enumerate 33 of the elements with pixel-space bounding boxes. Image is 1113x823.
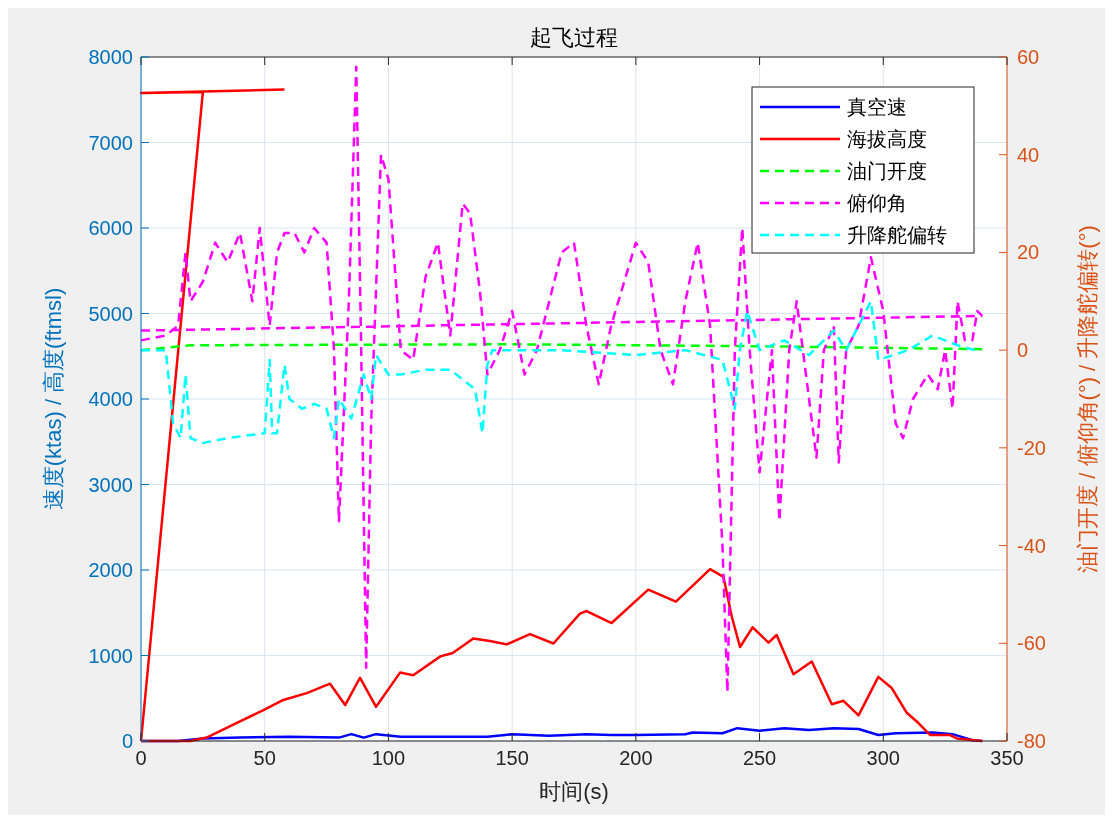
legend-label: 俯仰角 xyxy=(847,192,907,214)
y-tick-label: 1000 xyxy=(88,644,133,667)
y2-tick-label: 40 xyxy=(1017,143,1040,166)
x-tick-label: 200 xyxy=(619,747,653,769)
y-tick-label: 3000 xyxy=(88,473,133,496)
x-tick-label: 250 xyxy=(742,747,777,769)
y2-tick-label: 60 xyxy=(1017,46,1040,68)
y-tick-label: 2000 xyxy=(88,559,133,581)
y-tick-label: 8000 xyxy=(88,46,133,68)
y-tick-label: 6000 xyxy=(88,217,133,239)
chart-title: 起飞过程 xyxy=(530,25,618,50)
legend-label: 升降舵偏转 xyxy=(847,224,947,246)
legend-label: 真空速 xyxy=(847,96,907,118)
x-tick-label: 150 xyxy=(495,747,529,769)
x-tick-label: 50 xyxy=(253,747,276,769)
x-tick-label: 100 xyxy=(371,747,406,769)
y2-tick-label: -40 xyxy=(1017,534,1046,557)
x-axis-title: 时间(s) xyxy=(539,779,609,804)
y-tick-label: 7000 xyxy=(88,131,133,154)
legend-label: 海拔高度 xyxy=(847,128,927,150)
y2-axis-title: 油门开度 / 俯仰角(°) / 升降舵偏转(°) xyxy=(1075,225,1100,573)
y2-tick-label: 20 xyxy=(1017,241,1040,264)
y2-tick-label: -60 xyxy=(1017,632,1046,655)
x-tick-label: 300 xyxy=(866,747,900,769)
y-axis-title: 速度(ktas) / 高度(ftmsl) xyxy=(41,287,66,511)
y-tick-label: 4000 xyxy=(88,388,133,410)
y-tick-label: 0 xyxy=(121,730,133,752)
y-tick-label: 5000 xyxy=(88,302,133,325)
y2-tick-label: 0 xyxy=(1017,339,1029,362)
line-series xyxy=(139,300,977,445)
x-tick-label: 0 xyxy=(135,747,147,769)
y2-tick-label: -20 xyxy=(1017,436,1046,459)
legend-label: 油门开度 xyxy=(847,160,927,182)
